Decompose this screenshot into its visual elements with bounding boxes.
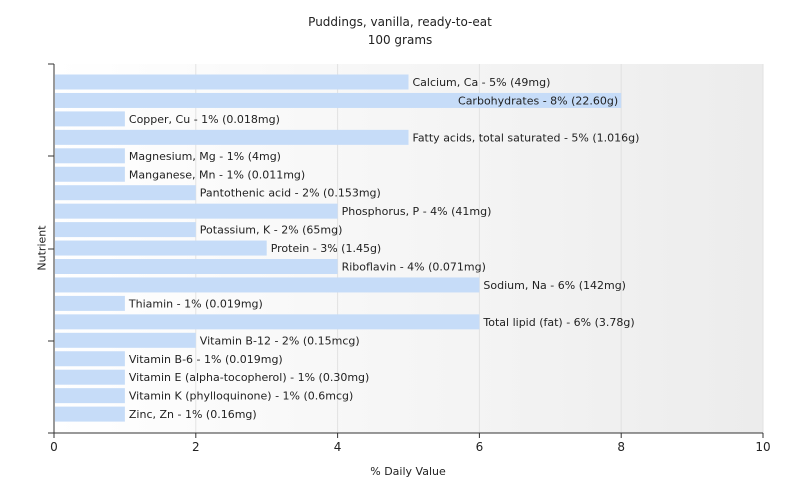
bar (55, 351, 125, 367)
bar (55, 185, 196, 201)
bar (55, 92, 622, 108)
chart-title: Puddings, vanilla, ready-to-eat (308, 15, 492, 29)
x-tick-label: 0 (50, 440, 58, 454)
bar (55, 332, 196, 348)
bar-label: Calcium, Ca - 5% (49mg) (413, 76, 551, 89)
bar-label: Sodium, Na - 6% (142mg) (483, 279, 626, 292)
x-tick-label: 6 (476, 440, 484, 454)
bar (55, 166, 125, 182)
bar (55, 406, 125, 422)
bar-label: Phosphorus, P - 4% (41mg) (342, 205, 492, 218)
bar-label: Zinc, Zn - 1% (0.16mg) (129, 408, 257, 421)
bar-label: Riboflavin - 4% (0.071mg) (342, 261, 486, 274)
bar-label: Total lipid (fat) - 6% (3.78g) (482, 316, 634, 329)
bar (55, 222, 196, 238)
bar-label: Potassium, K - 2% (65mg) (200, 224, 343, 237)
bar (55, 295, 125, 311)
bar-label: Vitamin E (alpha-tocopherol) - 1% (0.30m… (129, 371, 369, 384)
bar (55, 388, 125, 404)
bar-label: Thiamin - 1% (0.019mg) (128, 297, 263, 310)
bar (55, 111, 125, 127)
bar-label: Magnesium, Mg - 1% (4mg) (129, 150, 281, 163)
bar (55, 203, 338, 219)
bar-label: Fatty acids, total saturated - 5% (1.016… (413, 131, 640, 144)
x-tick-label: 8 (617, 440, 625, 454)
bar (55, 129, 409, 145)
bar-label: Copper, Cu - 1% (0.018mg) (129, 113, 280, 126)
x-tick-label: 4 (334, 440, 342, 454)
bar-label: Pantothenic acid - 2% (0.153mg) (200, 187, 381, 200)
bar-label: Vitamin B-6 - 1% (0.019mg) (129, 353, 283, 366)
bar (55, 240, 267, 256)
bar-label: Protein - 3% (1.45g) (271, 242, 382, 255)
chart-subtitle: 100 grams (367, 33, 433, 47)
x-axis-label: % Daily Value (370, 465, 446, 478)
bar (55, 148, 125, 164)
bar (55, 369, 125, 385)
bar-label: Vitamin B-12 - 2% (0.15mcg) (200, 334, 360, 347)
x-tick-label: 2 (192, 440, 200, 454)
bar-label: Vitamin K (phylloquinone) - 1% (0.6mcg) (129, 390, 353, 403)
bar-label: Carbohydrates - 8% (22.60g) (458, 94, 618, 107)
x-tick-label: 10 (755, 440, 770, 454)
bar (55, 74, 409, 90)
bar (55, 314, 480, 330)
y-axis-label: Nutrient (35, 225, 49, 271)
bar (55, 277, 480, 293)
bar (55, 259, 338, 274)
bar-label: Manganese, Mn - 1% (0.011mg) (129, 168, 305, 181)
